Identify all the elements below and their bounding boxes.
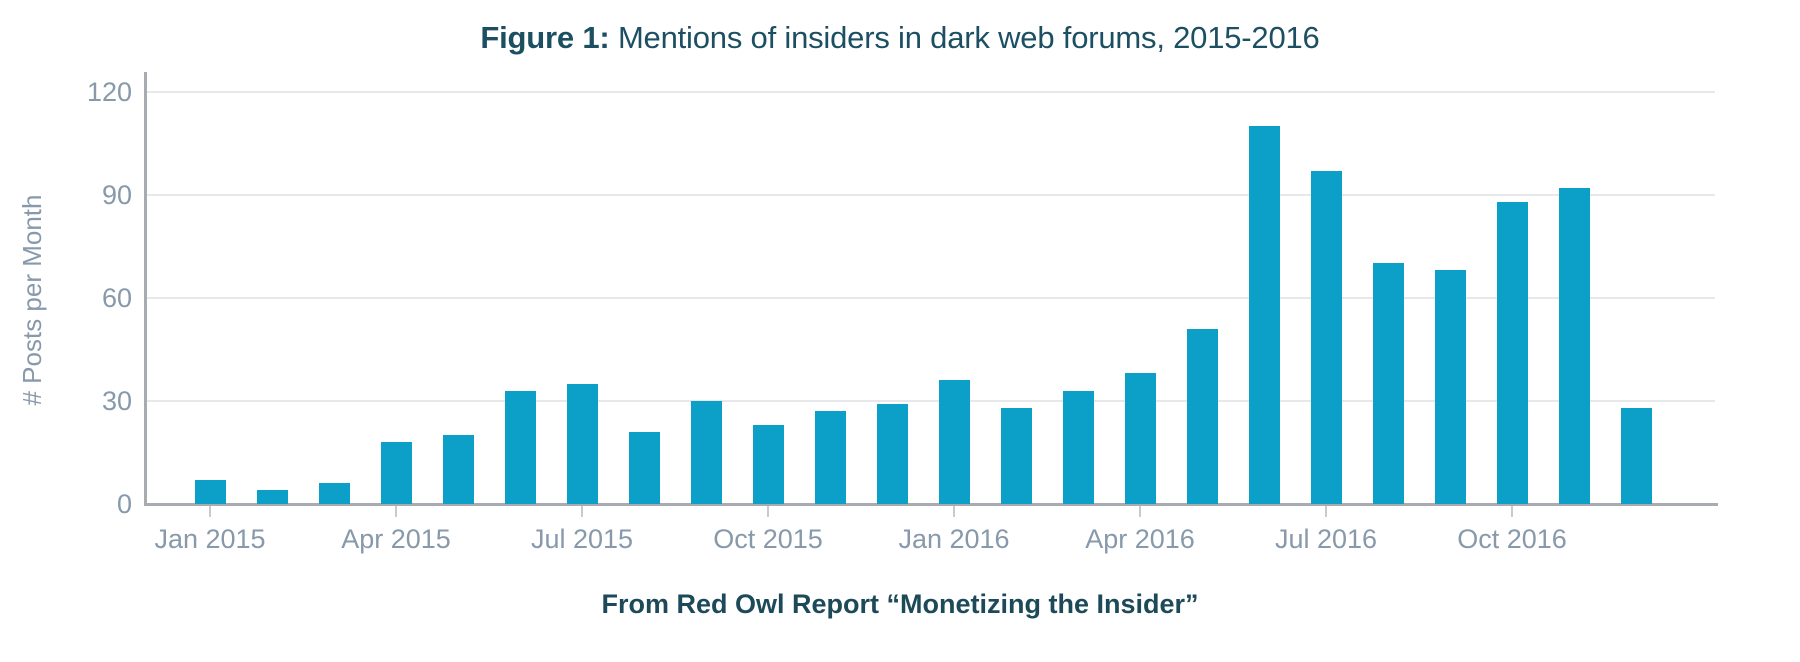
x-tick-mark-jan-2016 bbox=[953, 506, 955, 517]
bar-nov-2016 bbox=[1558, 187, 1590, 504]
bar-oct-2015 bbox=[752, 424, 784, 504]
y-axis-line bbox=[144, 72, 147, 506]
x-tick-label-jan-2016: Jan 2016 bbox=[898, 524, 1010, 554]
x-tick-label-jul-2016: Jul 2016 bbox=[1274, 524, 1378, 554]
bar-jul-2016 bbox=[1310, 170, 1342, 504]
bar-mar-2015 bbox=[318, 483, 350, 504]
bar-aug-2015 bbox=[628, 431, 660, 504]
bar-jul-2015 bbox=[566, 383, 598, 504]
figure-title: Figure 1: Mentions of insiders in dark w… bbox=[0, 20, 1800, 56]
bar-dec-2016 bbox=[1620, 407, 1652, 504]
bar-sep-2016 bbox=[1434, 270, 1466, 504]
bar-apr-2016 bbox=[1124, 373, 1156, 504]
x-tick-label-jul-2015: Jul 2015 bbox=[530, 524, 634, 554]
bar-feb-2015 bbox=[256, 490, 288, 504]
figure-title-text: Mentions of insiders in dark web forums,… bbox=[617, 20, 1320, 55]
bar-mar-2016 bbox=[1062, 390, 1094, 504]
plot-area bbox=[145, 75, 1715, 504]
bar-may-2016 bbox=[1186, 328, 1218, 504]
figure-title-prefix: Figure 1: bbox=[480, 20, 610, 55]
bar-may-2015 bbox=[442, 435, 474, 504]
y-tick-label-0: 0 bbox=[116, 489, 132, 519]
bar-sep-2015 bbox=[690, 400, 722, 504]
x-tick-mark-jul-2016 bbox=[1325, 506, 1327, 517]
bar-apr-2015 bbox=[380, 442, 412, 504]
bar-nov-2015 bbox=[814, 411, 846, 504]
x-tick-label-jan-2015: Jan 2015 bbox=[154, 524, 266, 554]
source-caption: From Red Owl Report “Monetizing the Insi… bbox=[601, 589, 1199, 619]
y-tick-label-90: 90 bbox=[101, 179, 132, 210]
x-tick-mark-jul-2015 bbox=[581, 506, 583, 517]
y-tick-label-30: 30 bbox=[101, 385, 132, 416]
bar-jun-2016 bbox=[1248, 125, 1280, 504]
x-tick-label-apr-2016: Apr 2016 bbox=[1085, 524, 1195, 554]
x-tick-mark-apr-2016 bbox=[1139, 506, 1141, 517]
gridline-30 bbox=[145, 399, 1715, 402]
x-tick-label-oct-2016: Oct 2016 bbox=[1457, 524, 1567, 554]
y-tick-label-60: 60 bbox=[101, 282, 132, 313]
bar-aug-2016 bbox=[1372, 263, 1404, 504]
y-tick-label-120: 120 bbox=[86, 76, 132, 107]
bar-feb-2016 bbox=[1000, 407, 1032, 504]
bar-jan-2015 bbox=[194, 479, 226, 504]
bar-jun-2015 bbox=[504, 390, 536, 504]
gridline-90 bbox=[145, 193, 1715, 196]
x-axis-line bbox=[144, 503, 1718, 506]
bar-dec-2015 bbox=[876, 404, 908, 504]
x-tick-label-apr-2015: Apr 2015 bbox=[341, 524, 451, 554]
x-tick-label-oct-2015: Oct 2015 bbox=[713, 524, 823, 554]
x-tick-mark-oct-2015 bbox=[767, 506, 769, 517]
x-tick-mark-apr-2015 bbox=[395, 506, 397, 517]
x-tick-mark-jan-2015 bbox=[209, 506, 211, 517]
x-tick-mark-oct-2016 bbox=[1511, 506, 1513, 517]
bar-jan-2016 bbox=[938, 380, 970, 504]
bar-oct-2016 bbox=[1496, 201, 1528, 504]
gridline-120 bbox=[145, 90, 1715, 93]
gridline-60 bbox=[145, 296, 1715, 299]
